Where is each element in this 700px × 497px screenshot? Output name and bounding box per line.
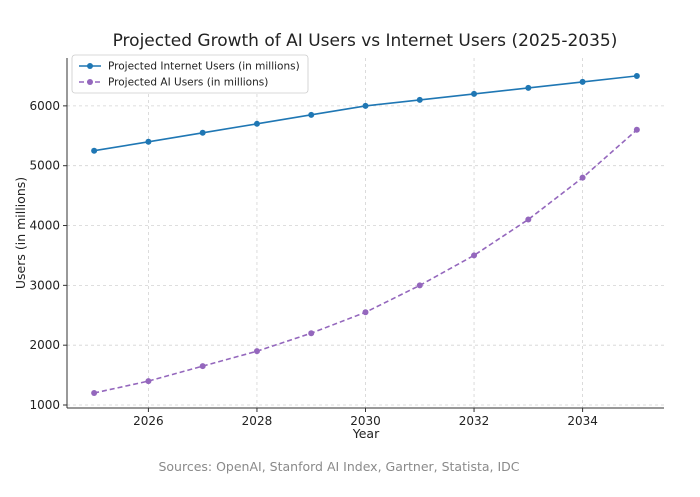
series-0-point <box>633 72 640 79</box>
series-0-point <box>579 78 586 85</box>
x-axis-label: Year <box>352 426 380 441</box>
x-tick-label: 2026 <box>133 414 164 428</box>
series-1-point <box>525 216 532 223</box>
y-axis-label: Users (in millions) <box>13 177 28 289</box>
grid-lines <box>67 58 664 408</box>
series-0-point <box>199 129 206 136</box>
legend-box <box>71 54 309 94</box>
legend-marker-ai <box>87 79 93 85</box>
y-tick-label: 4000 <box>29 219 60 233</box>
series-0-point <box>416 96 423 103</box>
series-1-point <box>145 378 152 385</box>
tick-labels: 2026 2028 2030 2032 2034 1000 2000 3000 4000 5000… <box>29 99 597 428</box>
y-tick-label: 1000 <box>29 398 60 412</box>
data-series <box>91 72 640 397</box>
legend-marker-internet <box>87 63 93 69</box>
x-tick-label: 2028 <box>242 414 273 428</box>
series-1-point <box>633 126 640 133</box>
legend-label-ai: Projected AI Users (in millions) <box>108 77 268 89</box>
series-0-point <box>145 138 152 145</box>
series-1-point <box>579 174 586 181</box>
chart-title: Projected Growth of AI Users vs Internet… <box>113 31 618 51</box>
series-1-point <box>253 348 260 355</box>
y-tick-label: 6000 <box>29 99 60 113</box>
series-1-point <box>362 309 369 316</box>
series-0-point <box>471 90 478 97</box>
series-0-point <box>525 84 532 91</box>
legend-label-internet: Projected Internet Users (in millions) <box>108 61 300 73</box>
series-0-point <box>253 120 260 127</box>
source-caption: Sources: OpenAI, Stanford AI Index, Gart… <box>158 459 519 474</box>
series-1-point <box>471 252 478 259</box>
series-0-point <box>91 147 98 154</box>
x-tick-label: 2032 <box>459 414 490 428</box>
series-0-point <box>362 102 369 109</box>
series-1-point <box>416 282 423 289</box>
y-tick-label: 3000 <box>29 278 60 292</box>
series-1-point <box>308 330 315 337</box>
y-tick-label: 5000 <box>29 159 60 173</box>
series-0-point <box>308 111 315 118</box>
series-1-point <box>91 390 98 397</box>
legend: Projected Internet Users (in millions) P… <box>71 54 309 94</box>
series-1-point <box>199 363 206 370</box>
x-tick-label: 2030 <box>350 414 381 428</box>
y-tick-label: 2000 <box>29 338 60 352</box>
x-tick-label: 2034 <box>567 414 598 428</box>
